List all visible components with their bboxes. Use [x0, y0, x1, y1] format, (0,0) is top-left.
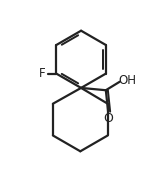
Text: OH: OH: [119, 74, 137, 87]
Text: O: O: [103, 112, 113, 125]
Text: F: F: [39, 67, 46, 80]
